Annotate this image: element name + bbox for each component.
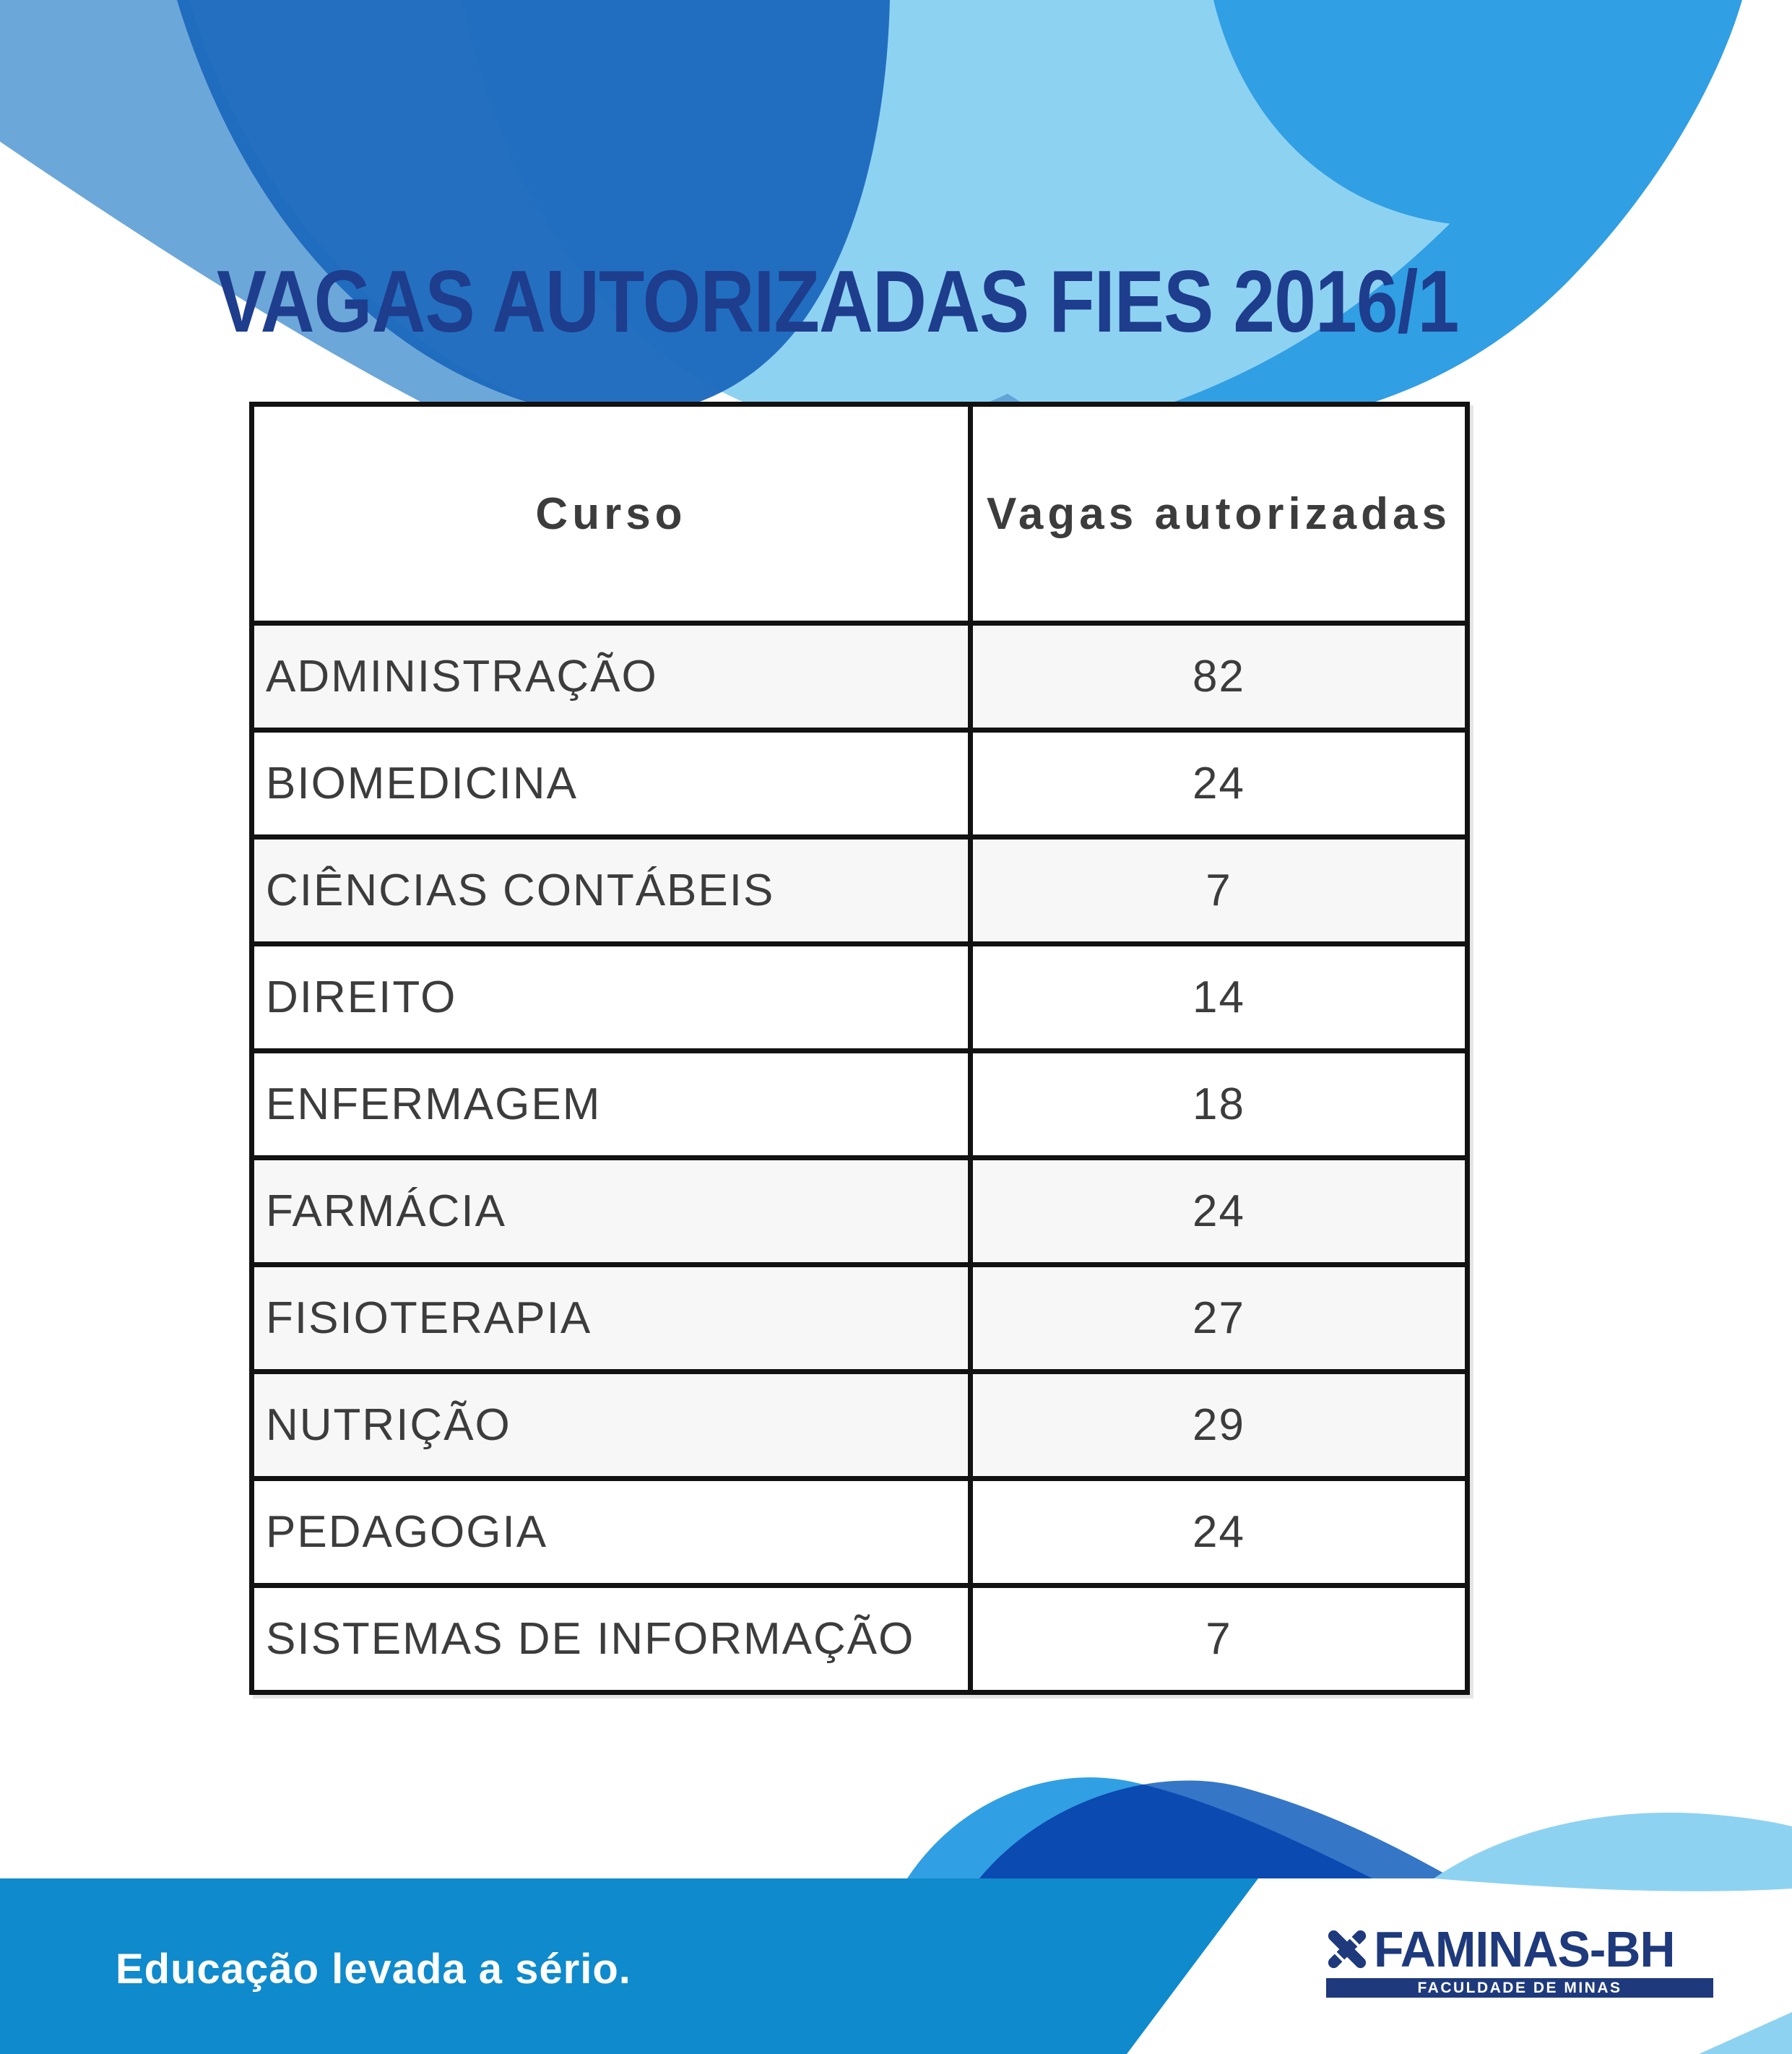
header-cell-curso: Curso	[249, 402, 973, 626]
table-row: ADMINISTRAÇÃO 82	[249, 621, 1470, 733]
vagas-cell: 29	[968, 1369, 1470, 1481]
vagas-cell: 7	[968, 1583, 1470, 1695]
course-cell: ENFERMAGEM	[249, 1048, 973, 1160]
table-row: ENFERMAGEM 18	[249, 1048, 1470, 1160]
table-row: CIÊNCIAS CONTÁBEIS 7	[249, 834, 1470, 946]
table-row: BIOMEDICINA 24	[249, 728, 1470, 840]
table-row: NUTRIÇÃO 29	[249, 1369, 1470, 1481]
course-cell: FISIOTERAPIA	[249, 1262, 973, 1374]
vagas-cell: 24	[968, 728, 1470, 840]
course-cell: BIOMEDICINA	[249, 728, 973, 840]
table-row: FISIOTERAPIA 27	[249, 1262, 1470, 1374]
table-row: SISTEMAS DE INFORMAÇÃO 7	[249, 1583, 1470, 1695]
slogan-text: Educação levada a sério.	[116, 1946, 631, 1993]
faminas-x-icon	[1326, 1928, 1368, 1970]
table-row: FARMÁCIA 24	[249, 1155, 1470, 1267]
course-cell: ADMINISTRAÇÃO	[249, 621, 973, 733]
course-cell: PEDAGOGIA	[249, 1476, 973, 1588]
course-cell: SISTEMAS DE INFORMAÇÃO	[249, 1583, 973, 1695]
course-cell: DIREITO	[249, 941, 973, 1053]
courses-table: Curso Vagas autorizadas ADMINISTRAÇÃO 82…	[249, 402, 1470, 1695]
faminas-tagline-bar: FACULDADE DE MINAS	[1326, 1978, 1713, 1998]
table-header-row: Curso Vagas autorizadas	[249, 402, 1470, 626]
vagas-cell: 24	[968, 1155, 1470, 1267]
vagas-cell: 82	[968, 621, 1470, 733]
faminas-tagline: FACULDADE DE MINAS	[1417, 1980, 1622, 1996]
faminas-wordmark: FAMINAS-BH	[1374, 1921, 1676, 1977]
vagas-cell: 27	[968, 1262, 1470, 1374]
footer-wave-decoration	[0, 1777, 1792, 2054]
table-row: DIREITO 14	[249, 941, 1470, 1053]
vagas-cell: 24	[968, 1476, 1470, 1588]
vagas-cell: 14	[968, 941, 1470, 1053]
vagas-cell: 18	[968, 1048, 1470, 1160]
faminas-logo: FAMINAS-BH FACULDADE DE MINAS	[1326, 1921, 1713, 1998]
course-cell: NUTRIÇÃO	[249, 1369, 973, 1481]
table-row: PEDAGOGIA 24	[249, 1476, 1470, 1588]
vagas-cell: 7	[968, 834, 1470, 946]
header-cell-vagas: Vagas autorizadas	[968, 402, 1470, 626]
course-cell: CIÊNCIAS CONTÁBEIS	[249, 834, 973, 946]
page-title: VAGAS AUTORIZADAS FIES 2016/1	[217, 252, 1459, 350]
course-cell: FARMÁCIA	[249, 1155, 973, 1267]
